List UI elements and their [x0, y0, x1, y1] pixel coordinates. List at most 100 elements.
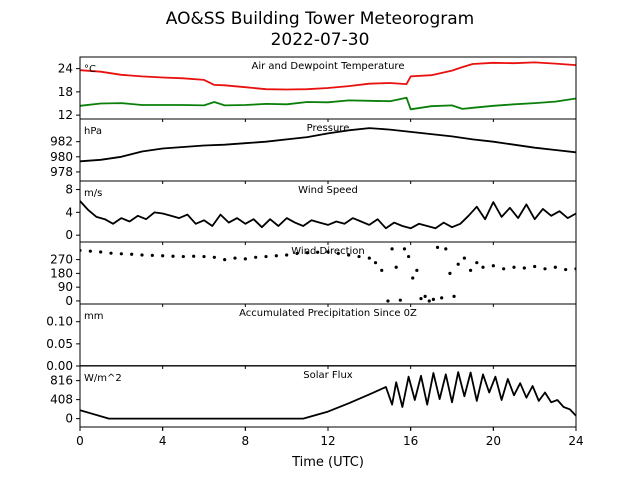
wind-direction-point — [456, 262, 460, 266]
y-tick-label: 0.05 — [46, 337, 73, 351]
wind-direction-point — [481, 265, 485, 269]
wind-direction-point — [462, 256, 466, 260]
panel-2-unit: hPa — [84, 126, 102, 137]
wind-direction-point — [386, 299, 390, 303]
wind-direction-point — [448, 271, 452, 275]
wind-direction-point — [326, 250, 330, 254]
panel-3-unit: m/s — [84, 188, 102, 199]
wind-direction-point — [475, 261, 479, 265]
wind-direction-point — [223, 258, 227, 262]
panel-1-data — [80, 61, 576, 111]
panel-6-unit: W/m^2 — [84, 373, 122, 384]
y-tick-label: 0 — [65, 228, 73, 242]
panel-1-series-1-line — [80, 61, 576, 91]
wind-direction-point — [274, 254, 278, 258]
wind-direction-point — [431, 297, 435, 302]
y-tick-label: 0.10 — [46, 315, 73, 329]
x-tick-label: 0 — [76, 434, 84, 448]
y-tick-label: 24 — [58, 62, 73, 76]
x-tick-label: 20 — [486, 434, 501, 448]
y-tick-label: 408 — [50, 393, 73, 407]
wind-direction-point — [171, 254, 175, 258]
x-tick-label: 4 — [159, 434, 167, 448]
panel-3-data — [80, 200, 576, 230]
wind-direction-point — [202, 254, 206, 259]
wind-direction-point — [407, 254, 411, 259]
panel-6-data — [80, 371, 576, 420]
wind-direction-point — [440, 296, 444, 300]
y-tick-label: 0 — [65, 412, 73, 426]
panel-1: 12 18 24 Air and Dewpoint Temperature °C — [58, 56, 577, 122]
wind-direction-point — [411, 276, 415, 280]
panel-4-title: Wind Direction — [291, 246, 365, 257]
y-tick-label: 982 — [50, 135, 73, 149]
y-tick-label: 270 — [50, 253, 73, 267]
wind-direction-point — [99, 250, 103, 254]
wind-direction-point — [161, 254, 165, 258]
x-tick-label: 24 — [568, 434, 583, 448]
wind-direction-point — [423, 294, 427, 298]
panel-1-unit: °C — [84, 64, 96, 75]
wind-direction-point — [491, 264, 495, 268]
wind-direction-point — [109, 251, 113, 255]
wind-direction-point — [398, 298, 402, 302]
wind-direction-point — [419, 297, 423, 301]
wind-direction-point — [394, 265, 398, 269]
panel-5-title: Accumulated Precipitation Since 0Z — [239, 308, 417, 319]
wind-direction-point — [564, 267, 568, 272]
wind-direction-point — [502, 267, 506, 271]
panel-2-data — [80, 127, 576, 163]
y-tick-label: 980 — [50, 150, 73, 164]
wind-direction-point — [427, 299, 431, 303]
panel-5-unit: mm — [84, 311, 103, 322]
wind-direction-point — [88, 249, 92, 253]
wind-direction-point — [285, 253, 289, 257]
wind-direction-point — [444, 247, 448, 251]
x-axis: 0 4 8 12 16 20 24 — [76, 427, 584, 448]
panel-4-data — [80, 245, 576, 303]
wind-direction-point — [402, 247, 407, 251]
panel-1-title: Air and Dewpoint Temperature — [252, 61, 405, 72]
panel-1-series-2-line — [80, 96, 576, 111]
y-tick-label: 8 — [65, 183, 73, 197]
panel-3: 0 4 8 Wind Speed m/s — [65, 180, 577, 245]
wind-direction-point — [336, 251, 340, 256]
wind-direction-point — [469, 268, 473, 272]
panel-3-series-1-line — [80, 200, 576, 230]
wind-direction-point — [181, 254, 185, 259]
wind-direction-point — [243, 257, 247, 261]
wind-direction-point — [373, 261, 378, 265]
wind-direction-point — [512, 265, 516, 269]
wind-direction-point — [533, 264, 537, 269]
wind-direction-point — [254, 255, 258, 259]
y-tick-label: 978 — [50, 165, 73, 179]
y-tick-label: 180 — [50, 266, 73, 280]
x-tick-label: 12 — [320, 434, 335, 448]
wind-direction-point — [130, 252, 134, 256]
figure-title-line2: 2022-07-30 — [271, 30, 370, 50]
wind-direction-point — [316, 250, 320, 254]
wind-direction-point — [380, 268, 384, 272]
panel-2-series-1-line — [80, 127, 576, 163]
panel-5: 0.00 0.05 0.10 Accumulated Precipitation Si… — [46, 303, 577, 373]
wind-direction-point — [295, 251, 299, 256]
x-axis-label: Time (UTC) — [291, 455, 364, 470]
wind-direction-point — [522, 266, 526, 270]
wind-direction-point — [140, 253, 144, 257]
wind-direction-point — [150, 253, 154, 257]
wind-direction-point — [357, 254, 361, 259]
x-tick-label: 8 — [242, 434, 250, 448]
wind-direction-point — [390, 247, 394, 251]
y-tick-label: 0 — [65, 294, 73, 308]
wind-direction-point — [305, 251, 309, 255]
panel-6: 0 408 816 Solar Flux W/m^2 — [50, 365, 577, 430]
y-tick-label: 816 — [50, 374, 73, 388]
wind-direction-point — [553, 265, 557, 269]
wind-direction-point — [415, 268, 419, 272]
wind-direction-point — [452, 294, 456, 298]
wind-direction-point — [347, 253, 351, 257]
